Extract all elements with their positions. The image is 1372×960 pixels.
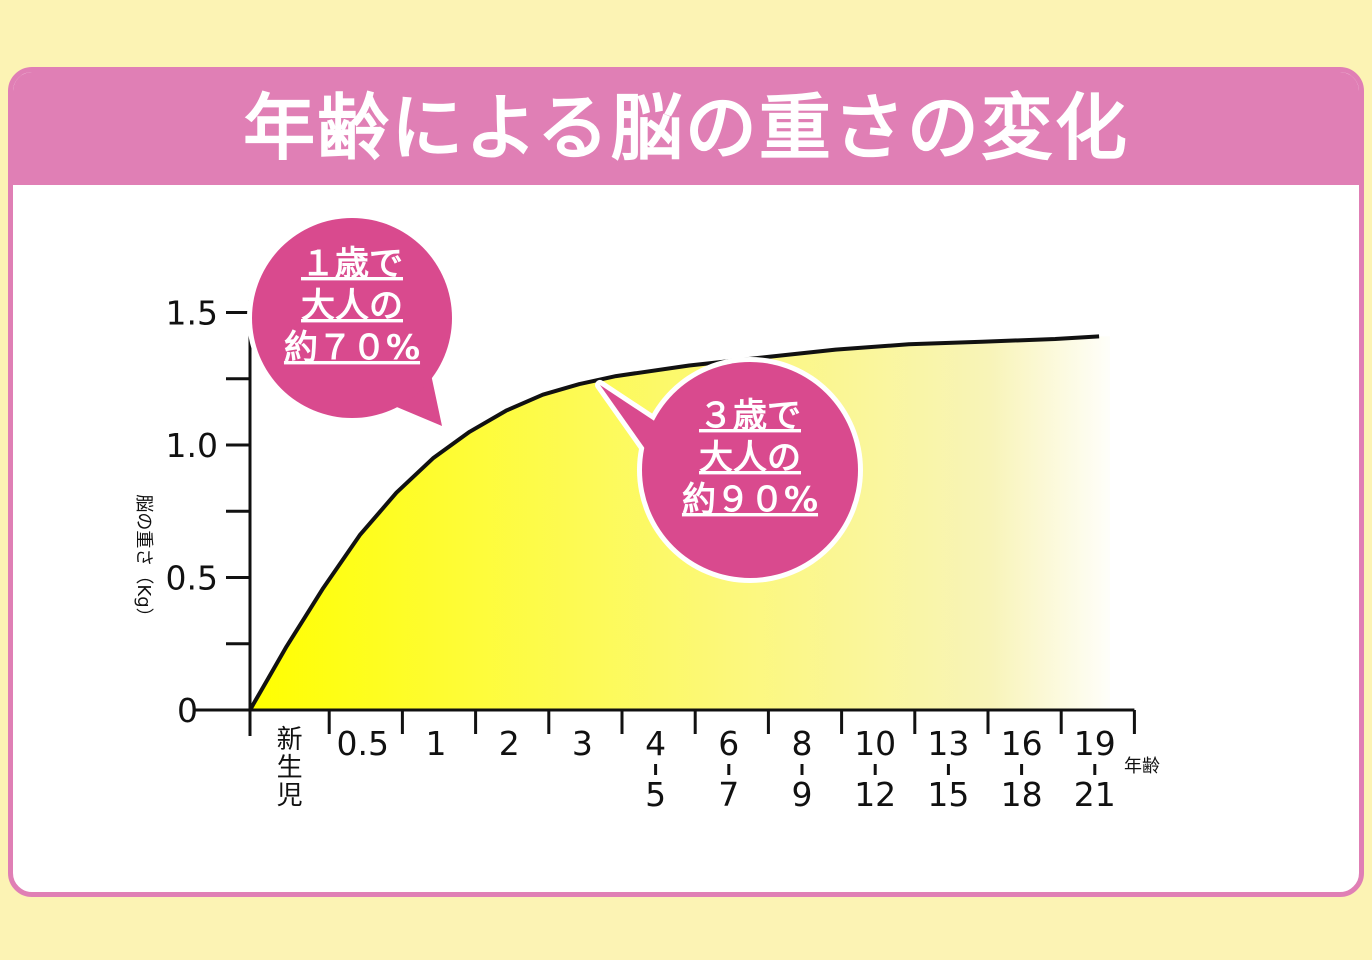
x-tick-label: 2 [499, 724, 520, 763]
x-tick-label: 0.5 [337, 724, 389, 763]
x-tick-label: 6 [718, 724, 739, 763]
x-axis-label: 年齢 [1124, 756, 1160, 777]
x-tick-label: 1 [426, 724, 447, 763]
bubble-text-line: 大人の [301, 286, 403, 326]
chart-card: 年齢による脳の重さの変化 [8, 67, 1364, 897]
y-tick-label: 1.5 [166, 294, 218, 333]
bubble-text-line: 大人の [699, 438, 801, 478]
x-tick-label-range-end: 12 [854, 775, 896, 814]
y-axis-label: 脳の重さ（Kg） [133, 494, 154, 625]
bubble-text-line: １歳で [301, 244, 403, 284]
x-tick-label: 13 [927, 724, 969, 763]
bubble-text-line: 約７０% [284, 328, 420, 368]
bubble-text-line: ３歳で [699, 396, 801, 436]
brain-weight-curve [248, 334, 1100, 711]
bubble-circle [642, 362, 858, 578]
title-banner: 年齢による脳の重さの変化 [13, 72, 1359, 185]
x-tick-label-char: 児 [277, 781, 303, 811]
x-tick-label-range-end: 21 [1074, 775, 1116, 814]
x-tick-label-range-end: 18 [1001, 775, 1043, 814]
y-tick-label: 1.0 [166, 426, 218, 465]
x-tick-label-range-end: 9 [792, 775, 813, 814]
x-tick-label: 8 [792, 724, 813, 763]
bubble-text-line: 約９０% [682, 480, 818, 520]
x-tick-label-range-end: 5 [645, 775, 666, 814]
x-tick-label: 19 [1074, 724, 1116, 763]
x-tick-label: 4 [645, 724, 666, 763]
x-tick-label-range-end: 15 [927, 775, 969, 814]
x-tick-label-char: 新 [277, 725, 303, 755]
x-tick-label: 10 [854, 724, 896, 763]
x-tick-label: 3 [572, 724, 593, 763]
y-tick-label: 0.5 [166, 559, 218, 598]
y-tick-label: 0 [177, 691, 198, 730]
x-tick-label: 16 [1001, 724, 1043, 763]
page-title: 年齢による脳の重さの変化 [243, 86, 1129, 170]
bubble-circle [252, 218, 452, 418]
x-tick-label-range-end: 7 [718, 775, 739, 814]
x-tick-label-char: 生 [277, 753, 303, 783]
